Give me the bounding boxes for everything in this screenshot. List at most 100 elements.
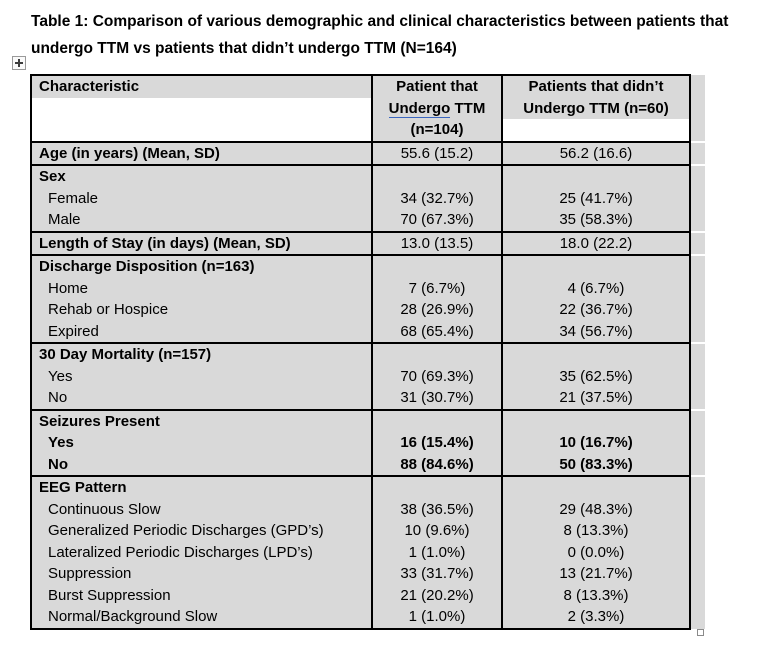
no-ttm-value: 0 (0.0%) <box>567 543 625 561</box>
shading-overflow-strip <box>690 342 705 410</box>
characteristic-cell[interactable]: Length of Stay (in days) (Mean, SD) <box>30 230 373 256</box>
shading-overflow-strip <box>690 254 705 343</box>
ttm-value: 31 (30.7%) <box>400 389 474 406</box>
no-ttm-value: 29 (48.3%) <box>559 500 633 518</box>
shading-overflow-strip <box>690 408 705 476</box>
no-ttm-value-cell[interactable]: 25 (41.7%) 35 (58.3%) <box>501 164 691 233</box>
row-label: Yes <box>48 367 73 385</box>
ttm-value: 28 (26.9%) <box>400 301 474 318</box>
ttm-value-cell[interactable]: 34 (32.7%) 70 (67.3%) <box>371 164 503 233</box>
row-label: Age (in years) (Mean, SD) <box>39 144 220 162</box>
header-ttm-line: Patient that <box>396 78 478 95</box>
no-ttm-value: 2 (3.3%) <box>567 608 625 625</box>
no-ttm-value: 35 (58.3%) <box>559 211 633 228</box>
characteristic-cell[interactable]: Sex Female Male <box>30 164 373 233</box>
ttm-value-cell[interactable]: 13.0 (13.5) <box>371 230 503 256</box>
no-ttm-value: 8 (13.3%) <box>563 586 629 604</box>
row-label: No <box>48 389 68 406</box>
ttm-value <box>373 166 501 188</box>
no-ttm-value <box>503 166 689 188</box>
row-label: Burst Suppression <box>48 586 171 604</box>
table-row: Age (in years) (Mean, SD) 55.6 (15.2) 56.2… <box>30 140 705 166</box>
row-label: Lateralized Periodic Discharges (LPD’s) <box>48 543 313 561</box>
header-characteristic-cell[interactable]: Characteristic <box>30 74 373 143</box>
no-ttm-value: 10 (16.7%) <box>559 434 633 451</box>
row-label: EEG Pattern <box>39 479 127 496</box>
ttm-value <box>373 477 501 499</box>
header-ttm-line: Undergo TTM <box>373 98 501 119</box>
table-title[interactable]: Table 1: Comparison of various demograph… <box>31 8 757 62</box>
no-ttm-value: 56.2 (16.6) <box>559 144 633 162</box>
row-label: Generalized Periodic Discharges (GPD’s) <box>48 522 324 539</box>
ttm-value-cell[interactable]: 7 (6.7%) 28 (26.9%) 68 (65.4%) <box>371 254 503 344</box>
no-ttm-value: 21 (37.5%) <box>559 389 633 406</box>
ttm-value: 70 (69.3%) <box>400 367 474 385</box>
no-ttm-value: 13 (21.7%) <box>559 565 633 582</box>
characteristic-cell[interactable]: Seizures Present Yes No <box>30 408 373 477</box>
table-row: Seizures Present Yes No 16 (15.4%) 88 (84.6%… <box>30 408 705 477</box>
ttm-value: 33 (31.7%) <box>400 565 474 582</box>
shading-overflow-strip <box>690 475 705 629</box>
header-no-ttm-line: Patients that didn’t <box>528 78 664 95</box>
no-ttm-value: 18.0 (22.2) <box>559 234 633 252</box>
ttm-value: 7 (6.7%) <box>408 279 466 297</box>
ttm-value: 16 (15.4%) <box>400 434 474 451</box>
row-label: No <box>48 455 68 473</box>
no-ttm-value-cell[interactable]: 56.2 (16.6) <box>501 140 691 166</box>
characteristic-cell[interactable]: 30 Day Mortality (n=157) Yes No <box>30 342 373 411</box>
ttm-value-cell[interactable]: 55.6 (15.2) <box>371 140 503 166</box>
row-label: Discharge Disposition (n=163) <box>39 258 255 275</box>
header-ttm-line: (n=104) <box>410 121 464 138</box>
table-row: Length of Stay (in days) (Mean, SD) 13.0 … <box>30 230 705 256</box>
table-header-row: Characteristic Patient that Undergo TTM (n… <box>30 74 705 143</box>
shading-overflow-strip <box>690 230 705 255</box>
row-label: Continuous Slow <box>48 500 161 518</box>
ttm-value: 68 (65.4%) <box>400 322 474 340</box>
table-resize-handle[interactable] <box>697 629 704 636</box>
header-shading-block: Characteristic <box>32 76 371 98</box>
no-ttm-value <box>503 477 689 499</box>
characteristic-cell[interactable]: Age (in years) (Mean, SD) <box>30 140 373 166</box>
ttm-value-cell[interactable]: 70 (69.3%) 31 (30.7%) <box>371 342 503 411</box>
table-row: Discharge Disposition (n=163) Home Rehab o… <box>30 254 705 344</box>
characteristic-cell[interactable]: EEG Pattern Continuous Slow Generalized Pe… <box>30 475 373 630</box>
no-ttm-value: 22 (36.7%) <box>559 301 633 318</box>
no-ttm-value <box>503 411 689 433</box>
table-move-handle[interactable] <box>12 56 26 70</box>
ttm-value: 10 (9.6%) <box>404 522 470 539</box>
ttm-value-cell[interactable]: 38 (36.5%) 10 (9.6%) 1 (1.0%) 33 (31.7%) 21 … <box>371 475 503 630</box>
ttm-value <box>373 344 501 366</box>
characteristic-cell[interactable]: Discharge Disposition (n=163) Home Rehab o… <box>30 254 373 344</box>
ttm-value: 88 (84.6%) <box>400 455 474 473</box>
row-label: 30 Day Mortality (n=157) <box>39 346 212 363</box>
header-ttm-cell[interactable]: Patient that Undergo TTM (n=104) <box>371 74 503 143</box>
row-label: Suppression <box>48 565 132 582</box>
row-label: Female <box>48 189 99 207</box>
row-label: Yes <box>48 434 74 451</box>
no-ttm-value: 8 (13.3%) <box>563 522 629 539</box>
no-ttm-value: 4 (6.7%) <box>567 279 625 297</box>
ttm-value: 13.0 (13.5) <box>400 234 474 252</box>
no-ttm-value-cell[interactable]: 4 (6.7%) 22 (36.7%) 34 (56.7%) <box>501 254 691 344</box>
no-ttm-value-cell[interactable]: 35 (62.5%) 21 (37.5%) <box>501 342 691 411</box>
table-row: Sex Female Male 34 (32.7%) 70 (67.3%) 25 (41.… <box>30 164 705 233</box>
no-ttm-value: 34 (56.7%) <box>559 322 633 340</box>
row-label: Seizures Present <box>39 412 160 430</box>
no-ttm-value-cell[interactable]: 29 (48.3%) 8 (13.3%) 0 (0.0%) 13 (21.7%) 8 (… <box>501 475 691 630</box>
grammar-check-underline: Undergo <box>388 99 451 119</box>
ttm-value: 70 (67.3%) <box>400 211 474 228</box>
ttm-value <box>373 256 501 278</box>
row-label: Home <box>48 279 89 297</box>
no-ttm-value-cell[interactable]: 10 (16.7%) 50 (83.3%) <box>501 408 691 477</box>
no-ttm-value: 50 (83.3%) <box>559 455 633 473</box>
row-label: Sex <box>39 168 66 185</box>
no-ttm-value <box>503 256 689 278</box>
header-shading-block: Patients that didn’t Undergo TTM (n=60) <box>503 76 689 119</box>
ttm-value: 38 (36.5%) <box>400 500 474 518</box>
no-ttm-value-cell[interactable]: 18.0 (22.2) <box>501 230 691 256</box>
shading-overflow-strip <box>690 164 705 232</box>
ttm-value-cell[interactable]: 16 (15.4%) 88 (84.6%) <box>371 408 503 477</box>
header-no-ttm-cell[interactable]: Patients that didn’t Undergo TTM (n=60) <box>501 74 691 143</box>
table-row: EEG Pattern Continuous Slow Generalized Pe… <box>30 475 705 630</box>
